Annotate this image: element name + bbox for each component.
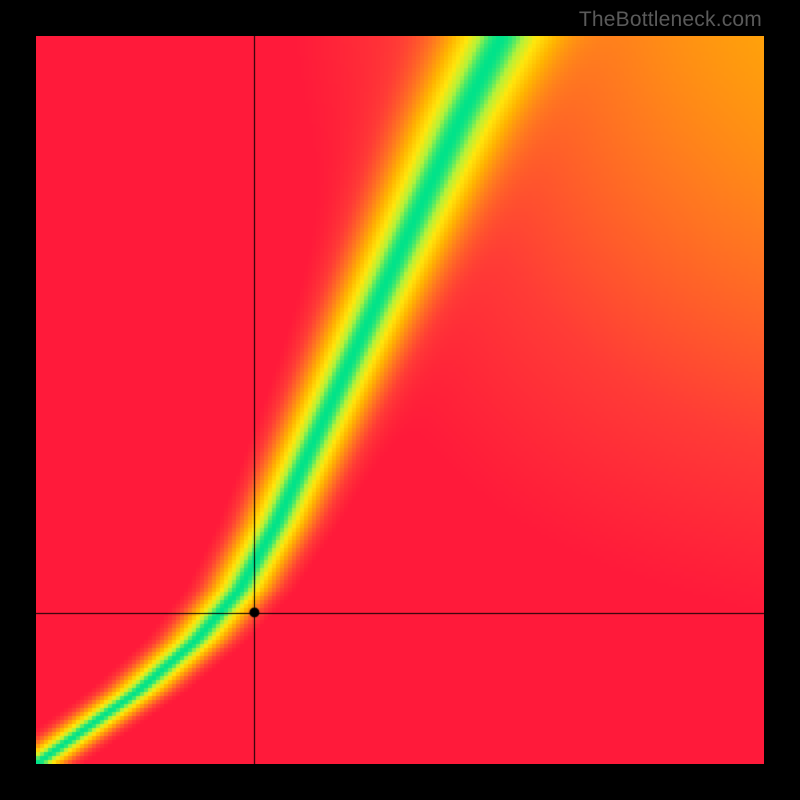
watermark-text: TheBottleneck.com: [579, 8, 762, 32]
heatmap-canvas: [36, 36, 764, 764]
heatmap-plot: [36, 36, 764, 764]
